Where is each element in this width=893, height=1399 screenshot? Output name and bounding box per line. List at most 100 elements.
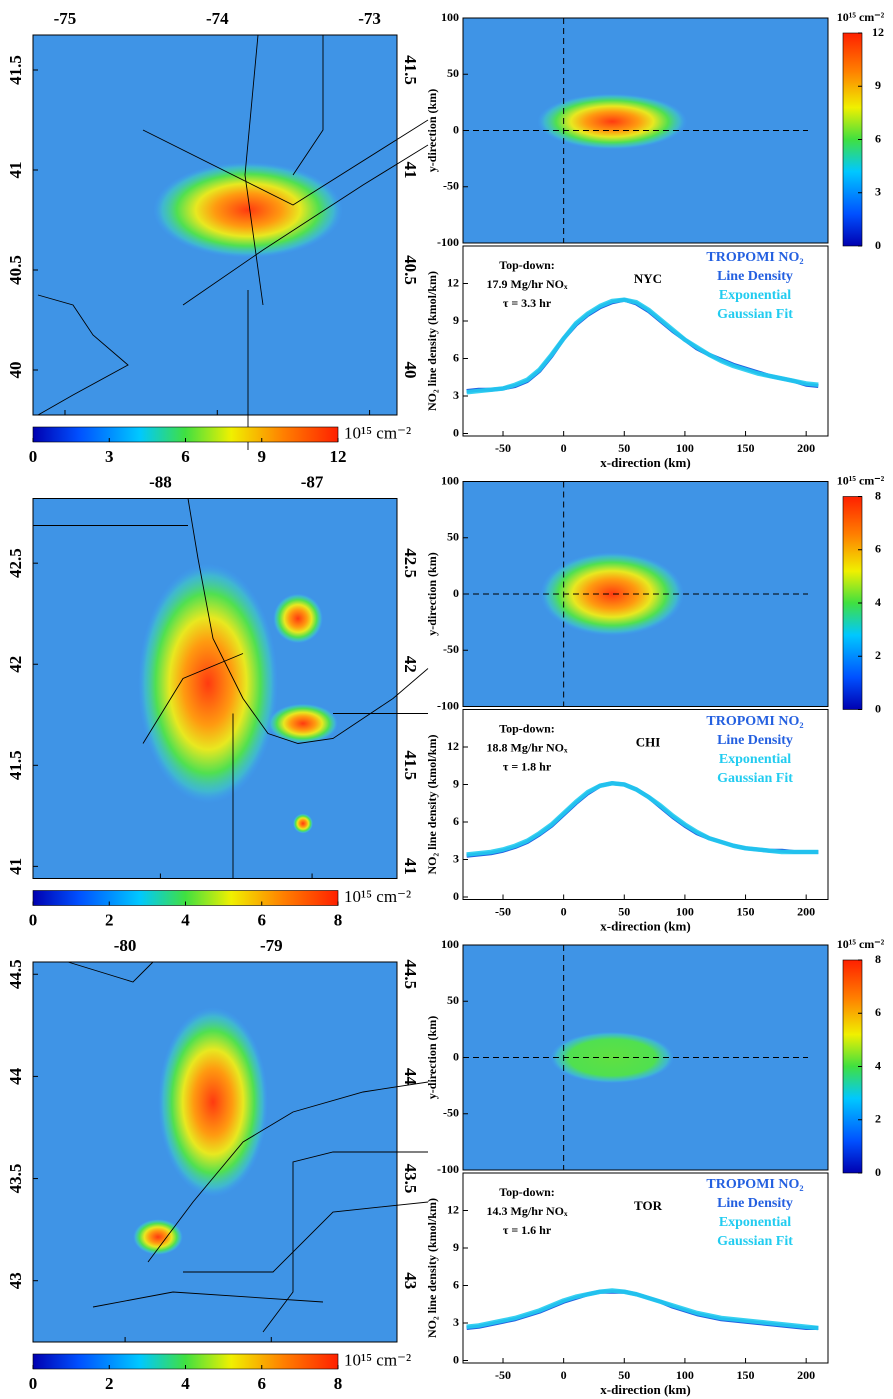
lon-tick-label: -74 (206, 9, 229, 28)
y-tick-label: 50 (447, 993, 459, 1007)
colorbar-unit: 10¹⁵ cm⁻² (344, 1350, 411, 1369)
x-tick-label: 200 (797, 1368, 815, 1382)
annotation: Top-down: (499, 1185, 555, 1199)
lat-tick-label: 41.5 (401, 55, 420, 85)
lat-tick-label: 43 (401, 1272, 420, 1289)
legend-label: TROPOMI NO₂ Line Density (706, 250, 804, 284)
colorbar-tick-label: 2 (105, 910, 114, 929)
legend-entry: TROPOMI NO₂ Line Density (706, 714, 803, 748)
city-label: TOR (634, 1198, 663, 1213)
lat-tick-label: 41.5 (6, 55, 25, 85)
colorbar-tick-label: 3 (105, 447, 114, 466)
annotation: τ = 3.3 hr (503, 296, 552, 310)
y-tick-label: -50 (443, 1106, 459, 1120)
lon-tick-label: -73 (358, 9, 381, 28)
colorbar-tick-label: 4 (181, 910, 190, 929)
colorbar-unit: 10¹⁵ cm⁻² (344, 887, 411, 906)
colorbar-tick-label: 6 (875, 542, 881, 556)
lat-tick-label: 43.5 (6, 1164, 25, 1194)
y-tick-label: 3 (453, 388, 459, 402)
y-tick-label: 6 (453, 350, 459, 364)
plot-frame (462, 709, 829, 900)
map-boundary (142, 653, 244, 744)
y-tick-label: -50 (443, 642, 459, 656)
legend-label: TROPOMI NO₂ Line Density (706, 1177, 804, 1211)
lat-tick-label: 44.5 (6, 959, 25, 989)
lon-tick-label: -80 (114, 936, 137, 955)
lon-tick-label: -75 (54, 9, 77, 28)
lat-tick-label: 42 (401, 656, 420, 673)
lat-tick-label: 41 (401, 858, 420, 875)
map-boundary (187, 498, 429, 744)
y-tick-label: 3 (453, 851, 459, 865)
colorbar-tick-label: 12 (872, 25, 884, 39)
y-tick-label: 12 (447, 275, 459, 289)
x-tick-label: 150 (737, 441, 755, 455)
y-tick-label: 50 (447, 66, 459, 80)
map-plume (133, 1219, 183, 1255)
annotation: 18.8 Mg/hr NOₓ (487, 740, 568, 754)
map-boundary (262, 1151, 428, 1333)
colorbar-tick-label: 0 (875, 1165, 881, 1179)
lat-tick-label: 43 (6, 1272, 25, 1289)
x-axis-label: x-direction (km) (600, 455, 690, 470)
colorbar-tick-label: 2 (875, 1112, 881, 1126)
map-boundary (292, 35, 324, 176)
y-axis-label: NO₂ line density (kmol/km) (425, 735, 439, 875)
legend-entry: Exponential Gaussian Fit (717, 288, 793, 322)
lat-tick-label: 41 (401, 162, 420, 179)
field-plume (540, 552, 685, 636)
x-tick-label: 150 (737, 1368, 755, 1382)
x-tick-label: -50 (495, 441, 511, 455)
y-axis-label: y-direction (km) (425, 1016, 439, 1099)
colorbar-tick-label: 8 (334, 910, 343, 929)
x-tick-label: 200 (797, 904, 815, 918)
colorbar-unit: 10¹⁵ cm⁻² (837, 10, 885, 24)
map-boundary (147, 1081, 429, 1263)
map-boundary (183, 1201, 429, 1273)
lat-tick-label: 40 (6, 362, 25, 379)
colorbar-tick-label: 9 (258, 447, 267, 466)
series-line (466, 297, 819, 395)
lat-tick-label: 43.5 (401, 1164, 420, 1194)
x-tick-label: 150 (737, 904, 755, 918)
map-plume (158, 1007, 268, 1197)
colorbar-tick-label: 4 (875, 595, 881, 609)
y-tick-label: 0 (453, 1049, 459, 1063)
colorbar-tick-label: 8 (875, 488, 881, 502)
colorbar-tick-label: 2 (105, 1374, 114, 1393)
map-boundary (244, 34, 264, 306)
x-tick-label: 0 (561, 441, 567, 455)
city-label: NYC (634, 271, 662, 286)
colorbar-tick-label: 8 (875, 952, 881, 966)
map-plume (268, 703, 338, 744)
y-tick-label: 100 (441, 10, 459, 24)
legend-label: Exponential Gaussian Fit (717, 751, 793, 786)
lat-tick-label: 41 (6, 162, 25, 179)
y-axis-label: NO₂ line density (kmol/km) (425, 1198, 439, 1338)
colorbar-tick-label: 4 (181, 1374, 190, 1393)
lat-tick-label: 42.5 (401, 548, 420, 578)
x-tick-label: 100 (676, 904, 694, 918)
series-line (466, 1288, 819, 1331)
legend-label: Exponential Gaussian Fit (717, 1215, 793, 1249)
lon-tick-label: -79 (260, 936, 283, 955)
colorbar-tick-label: 3 (875, 185, 881, 199)
y-tick-label: 9 (453, 1240, 459, 1254)
colorbar-tick-label: 0 (29, 447, 38, 466)
y-tick-label: 100 (441, 937, 459, 951)
y-tick-label: 9 (453, 313, 459, 327)
y-tick-label: 0 (453, 1352, 459, 1366)
lat-tick-label: 42 (6, 656, 25, 673)
map-boundary (37, 294, 129, 416)
x-tick-label: 100 (676, 1368, 694, 1382)
lat-tick-label: 41.5 (401, 750, 420, 780)
y-tick-label: 6 (453, 1277, 459, 1291)
y-tick-label: -100 (437, 1162, 459, 1176)
colorbar-unit: 10¹⁵ cm⁻² (344, 423, 411, 442)
x-tick-label: 50 (618, 441, 630, 455)
y-tick-label: 12 (447, 739, 459, 753)
field-plume (550, 1031, 675, 1084)
plot-frame (462, 1172, 829, 1364)
map-frame (32, 961, 398, 1343)
